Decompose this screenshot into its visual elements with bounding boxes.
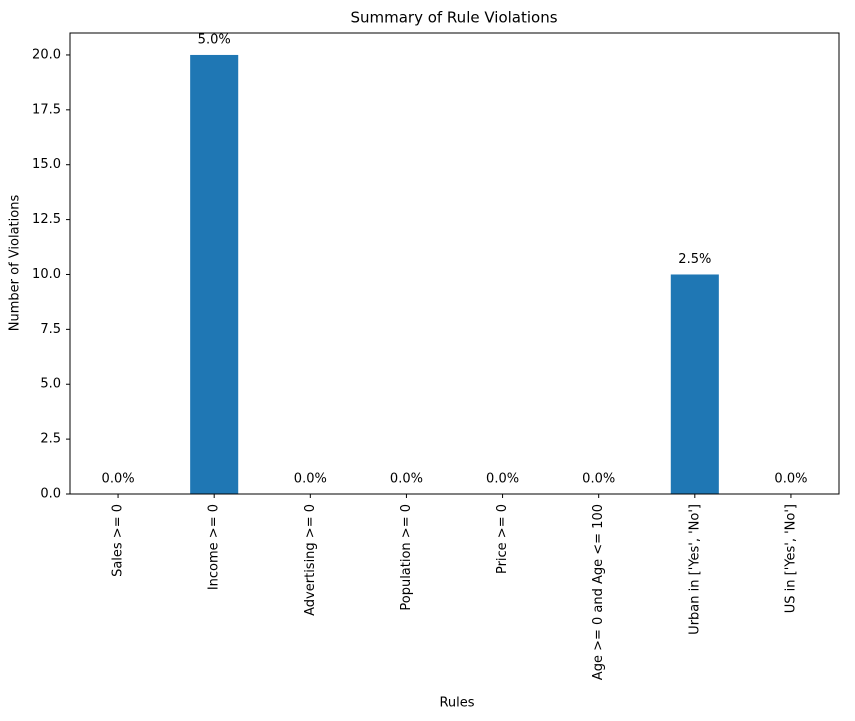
bar-label: 2.5% [678, 252, 711, 267]
bar-label: 0.0% [582, 472, 615, 487]
y-tick-label: 0.0 [40, 487, 61, 502]
y-axis-label: Number of Violations [8, 195, 23, 332]
bar-label: 0.0% [390, 472, 423, 487]
y-tick-label: 17.5 [32, 102, 61, 117]
y-tick-label: 10.0 [32, 267, 61, 282]
bar-label: 0.0% [294, 472, 327, 487]
bar [190, 54, 239, 494]
plot-frame [69, 32, 840, 495]
y-tick-label: 15.0 [32, 157, 61, 172]
bar-label: 0.0% [102, 472, 135, 487]
y-tick-label: 7.5 [40, 322, 61, 337]
y-tick-label: 2.5 [40, 432, 61, 447]
bar [670, 274, 719, 494]
y-tick-label: 20.0 [32, 47, 61, 62]
y-tick-label: 12.5 [32, 212, 61, 227]
y-tick-label: 5.0 [40, 377, 61, 392]
x-tick-label: Age >= 0 and Age <= 100 [591, 504, 606, 680]
chart-title: Summary of Rule Violations [350, 9, 557, 27]
x-tick-label: Advertising >= 0 [303, 504, 318, 616]
bar-label: 0.0% [774, 472, 807, 487]
x-tick-label: Population >= 0 [399, 504, 414, 611]
x-tick-label: US in ['Yes', 'No'] [783, 504, 798, 613]
bar-label: 5.0% [198, 32, 231, 47]
x-tick-label: Sales >= 0 [111, 504, 126, 577]
x-tick-label: Income >= 0 [207, 504, 222, 590]
bar-label: 0.0% [486, 472, 519, 487]
x-tick-label: Urban in ['Yes', 'No'] [687, 504, 702, 635]
x-axis-label: Rules [439, 696, 474, 711]
x-tick-label: Price >= 0 [495, 504, 510, 574]
